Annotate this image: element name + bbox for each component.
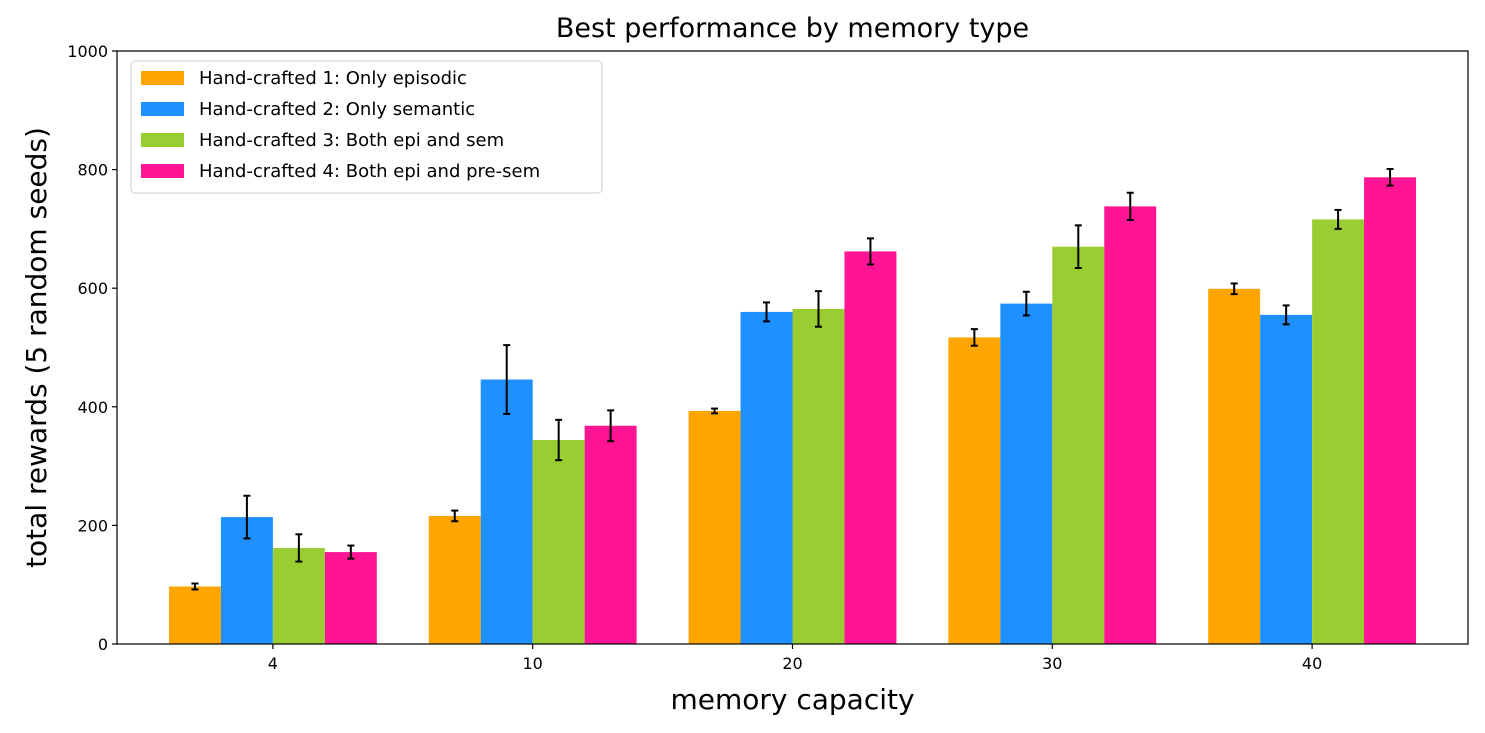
- error-bar: [1022, 290, 1030, 317]
- legend-box: [130, 60, 603, 194]
- x-tick-label: 10: [523, 654, 543, 673]
- error-bar: [970, 328, 978, 347]
- error-bars-layer: [191, 168, 1394, 591]
- bar: [740, 311, 793, 644]
- bar: [792, 308, 845, 644]
- x-tick-label: 4: [268, 654, 278, 673]
- bar: [428, 515, 481, 644]
- x-tick-label: 40: [1302, 654, 1322, 673]
- error-bar: [607, 409, 615, 443]
- y-axis-title: total rewards (5 random seeds): [20, 127, 53, 568]
- error-bar: [1334, 208, 1342, 230]
- bar: [1364, 177, 1417, 644]
- bar: [1104, 206, 1157, 644]
- legend-swatch: [141, 71, 184, 85]
- x-tick-label: 30: [1042, 654, 1062, 673]
- bar: [1208, 288, 1261, 644]
- error-bar: [1126, 191, 1134, 222]
- bar: [688, 410, 741, 644]
- chart-title: Best performance by memory type: [556, 13, 1029, 44]
- y-tick-label: 400: [77, 398, 108, 417]
- y-tick-label: 1000: [67, 42, 108, 61]
- error-bar: [1282, 304, 1290, 326]
- error-bar: [347, 544, 355, 560]
- bar: [168, 586, 221, 644]
- bars-layer: [168, 177, 1417, 645]
- y-axis: 0 200 400 600 800 1000: [67, 42, 117, 654]
- error-bar: [295, 533, 303, 563]
- error-bar: [555, 418, 563, 462]
- bar: [324, 552, 377, 644]
- error-bar: [451, 509, 459, 523]
- error-bar: [763, 301, 771, 323]
- error-bar: [1074, 224, 1082, 270]
- legend-label: Hand-crafted 2: Only semantic: [199, 99, 475, 120]
- bar: [272, 547, 325, 644]
- legend-swatch: [141, 133, 184, 147]
- error-bar: [191, 582, 199, 591]
- y-tick-label: 600: [77, 279, 108, 298]
- legend-label: Hand-crafted 4: Both epi and pre-sem: [199, 161, 540, 182]
- bar: [480, 379, 533, 644]
- legend-swatch: [141, 102, 184, 116]
- error-bar: [711, 407, 719, 415]
- legend-label: Hand-crafted 1: Only episodic: [199, 68, 467, 89]
- x-axis-title: memory capacity: [670, 683, 914, 716]
- bar: [1052, 246, 1105, 644]
- error-bar: [1386, 168, 1394, 187]
- x-tick-label: 20: [782, 654, 802, 673]
- bar: [584, 425, 637, 644]
- bar: [844, 251, 897, 644]
- y-tick-label: 0: [98, 635, 108, 654]
- y-tick-label: 200: [77, 516, 108, 535]
- x-axis: 4 10 20 30 40: [268, 644, 1322, 673]
- legend: Hand-crafted 1: Only episodic Hand-crafte…: [130, 60, 603, 194]
- error-bar: [1230, 282, 1238, 296]
- bar: [532, 440, 585, 644]
- error-bar: [503, 344, 511, 415]
- bar: [1000, 303, 1053, 644]
- legend-label: Hand-crafted 3: Both epi and sem: [199, 130, 504, 151]
- bar: [948, 337, 1001, 644]
- y-tick-label: 800: [77, 161, 108, 180]
- bar: [1260, 314, 1313, 644]
- error-bar: [866, 237, 874, 266]
- error-bar: [814, 290, 822, 328]
- error-bar: [243, 494, 251, 540]
- bar: [1312, 219, 1365, 645]
- legend-swatch: [141, 164, 184, 178]
